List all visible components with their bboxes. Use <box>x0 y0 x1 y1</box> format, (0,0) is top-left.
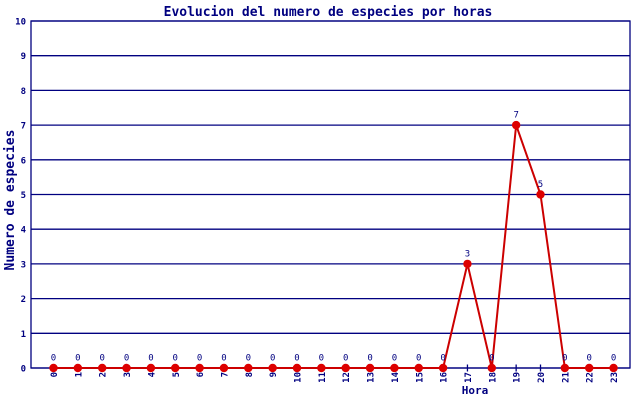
x-tick-label-19: 19 <box>513 372 523 383</box>
y-tick-label-9: 9 <box>21 52 26 62</box>
data-point-hour-19 <box>511 120 521 130</box>
point-value-label-hour-13: 0 <box>367 354 372 364</box>
x-tick-label-5: 5 <box>172 372 182 377</box>
series-line-layer <box>53 124 614 369</box>
x-tick-label-3: 3 <box>123 372 133 377</box>
x-tick-label-4: 4 <box>147 371 157 377</box>
data-point-hour-11 <box>317 363 326 373</box>
data-point-labels: 0 0 0 0 0 0 0 0 0 0 0 0 0 0 0 0 0 3 0 7 5 0 0 0 <box>51 111 616 364</box>
x-tick-label-9: 9 <box>269 372 279 377</box>
point-value-label-hour-8: 0 <box>246 354 251 364</box>
x-tick-label-6: 6 <box>196 372 206 377</box>
data-point-hour-20 <box>536 190 545 199</box>
series-line <box>53 124 614 369</box>
data-point-hour-9 <box>268 363 277 373</box>
data-point-hour-18 <box>487 363 496 373</box>
y-tick-label-4: 4 <box>21 226 27 236</box>
point-value-label-hour-4: 0 <box>148 354 153 364</box>
point-value-label-hour-10: 0 <box>294 354 299 364</box>
data-point-hour-1 <box>73 363 83 373</box>
y-tick-label-1: 1 <box>21 330 26 340</box>
point-value-label-hour-7: 0 <box>221 354 226 364</box>
data-point-hour-16 <box>438 363 448 373</box>
data-point-hour-5 <box>171 363 180 373</box>
data-point-hour-8 <box>244 363 253 373</box>
x-tick-label-7: 7 <box>220 372 230 377</box>
y-tick-label-7: 7 <box>21 122 26 132</box>
data-point-hour-15 <box>414 363 423 373</box>
point-value-label-hour-15: 0 <box>416 354 421 364</box>
data-point-hour-12 <box>341 363 350 373</box>
y-tick-label-5: 5 <box>21 191 26 201</box>
x-tick-label-16: 16 <box>440 372 450 383</box>
point-value-label-hour-14: 0 <box>392 354 397 364</box>
x-tick-label-23: 23 <box>610 372 620 383</box>
point-value-label-hour-6: 0 <box>197 354 202 364</box>
data-point-hour-10 <box>292 363 302 373</box>
data-point-hour-14 <box>390 363 399 373</box>
point-value-label-hour-0: 0 <box>51 354 56 364</box>
y-tick-label-3: 3 <box>21 260 26 270</box>
x-tick-label-15: 15 <box>415 372 425 383</box>
point-value-label-hour-19: 7 <box>513 111 518 121</box>
data-point-hour-7 <box>219 363 229 373</box>
data-point-hour-17 <box>463 259 472 269</box>
data-point-hour-2 <box>98 363 107 373</box>
y-tick-label-2: 2 <box>21 295 26 305</box>
y-tick-label-0: 0 <box>21 365 26 375</box>
data-point-hour-6 <box>195 363 204 373</box>
point-value-label-hour-23: 0 <box>611 354 616 364</box>
x-tick-label-18: 18 <box>488 372 498 383</box>
point-value-label-hour-21: 0 <box>562 354 567 364</box>
data-point-hour-23 <box>609 363 618 373</box>
point-value-label-hour-5: 0 <box>173 354 178 364</box>
point-value-label-hour-20: 5 <box>538 180 543 190</box>
x-tick-label-12: 12 <box>342 372 352 383</box>
x-tick-label-1: 1 <box>74 372 84 377</box>
x-tick-label-8: 8 <box>245 372 255 377</box>
point-value-label-hour-9: 0 <box>270 354 275 364</box>
y-axis-title: Numero de especies <box>3 130 18 271</box>
x-tick-label-2: 2 <box>99 372 109 377</box>
data-point-hour-3 <box>122 363 131 373</box>
y-tick-label-8: 8 <box>21 87 26 97</box>
data-point-hour-22 <box>585 363 594 373</box>
point-value-label-hour-2: 0 <box>99 354 104 364</box>
data-point-hour-13 <box>365 363 375 373</box>
x-axis-title: Hora <box>462 384 489 397</box>
x-tick-label-21: 21 <box>561 372 571 383</box>
chart-title: Evolucion del numero de especies por hor… <box>164 5 493 20</box>
x-tick-label-13: 13 <box>367 372 377 383</box>
point-value-label-hour-1: 0 <box>75 354 80 364</box>
data-point-hour-4 <box>146 363 156 373</box>
y-tick-label-10: 10 <box>15 18 26 28</box>
data-point-hour-0 <box>49 363 58 373</box>
point-value-label-hour-11: 0 <box>319 354 324 364</box>
data-point-hour-21 <box>560 363 570 373</box>
x-tick-label-22: 22 <box>586 372 596 383</box>
x-tick-label-0: 0 <box>50 372 60 377</box>
x-tick-label-14: 14 <box>391 371 401 382</box>
x-tick-label-17: 17 <box>464 372 474 383</box>
y-tick-label-6: 6 <box>21 156 26 166</box>
x-tick-label-11: 11 <box>318 372 328 383</box>
point-value-label-hour-16: 0 <box>440 354 445 364</box>
point-value-label-hour-22: 0 <box>586 354 591 364</box>
point-value-label-hour-12: 0 <box>343 354 348 364</box>
x-tick-label-10: 10 <box>294 372 304 383</box>
x-tick-label-20: 20 <box>537 372 547 383</box>
point-value-label-hour-3: 0 <box>124 354 129 364</box>
point-value-label-hour-18: 0 <box>489 354 494 364</box>
point-value-label-hour-17: 3 <box>465 249 470 259</box>
data-point-markers <box>49 120 618 373</box>
